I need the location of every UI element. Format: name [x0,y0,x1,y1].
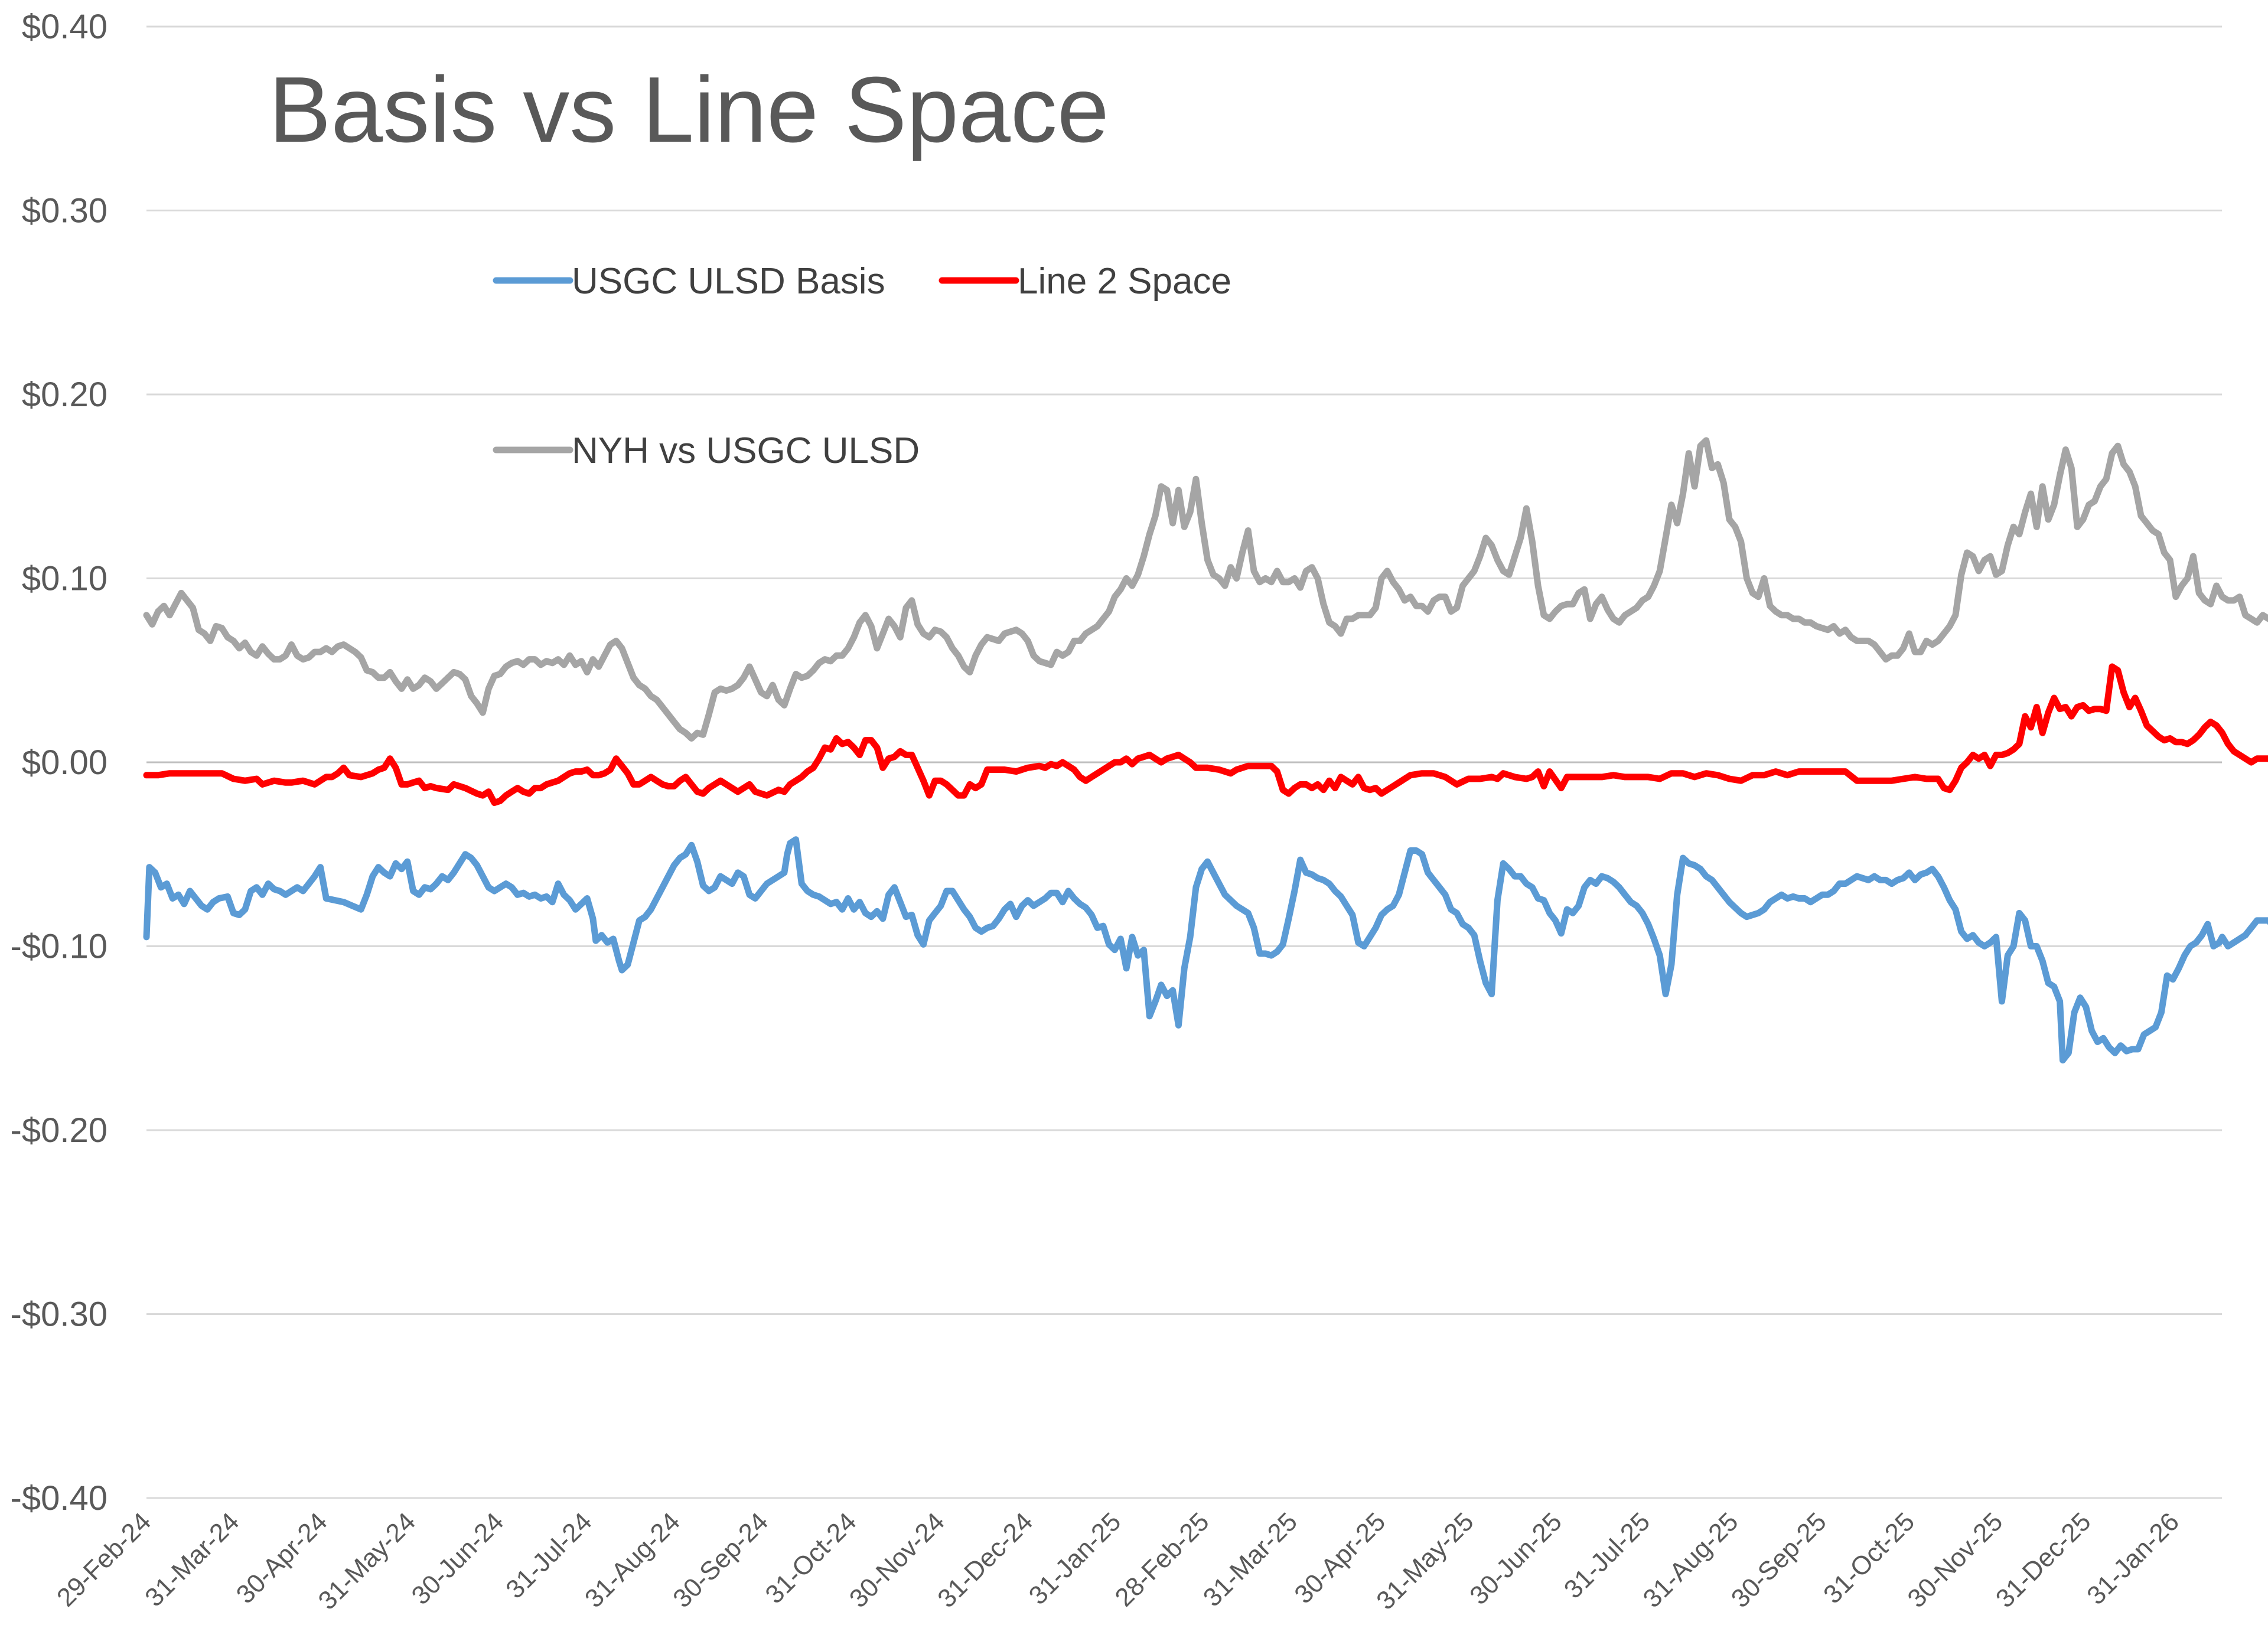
chart-title: Basis vs Line Space [269,58,1109,162]
y-tick-label: -$0.20 [11,1111,107,1150]
y-tick-label: -$0.10 [11,928,107,966]
y-tick-label: $0.30 [22,192,107,230]
y-tick-label: -$0.40 [11,1479,107,1518]
y-tick-label: $0.10 [22,560,107,598]
series-line-line-2-space [143,663,2268,806]
series-lines [143,437,2268,1064]
legend-label-line-2-space[interactable]: Line 2 Space [1018,261,1231,302]
y-tick-label: $0.00 [22,743,107,782]
legend-label-usgc-ulsd-basis[interactable]: USGC ULSD Basis [572,261,885,302]
y-tick-label: $0.40 [22,8,107,46]
y-axis-tick-labels: $0.40 $0.30 $0.20 $0.10 $0.00 -$0.10 -$0.20 -$0… [11,8,107,1518]
y-tick-label: $0.20 [22,376,107,414]
series-line-usgc-ulsd-basis [143,836,2268,1064]
legend-label-nyh-vs-usgc-ulsd[interactable]: NYH vs USGC ULSD [572,430,920,471]
legend[interactable]: USGC ULSD Basis Line 2 Space NYH vs USGC U… [493,261,1231,471]
series-line-nyh-vs-usgc-ulsd [143,437,2268,742]
y-tick-label: -$0.30 [11,1295,107,1334]
